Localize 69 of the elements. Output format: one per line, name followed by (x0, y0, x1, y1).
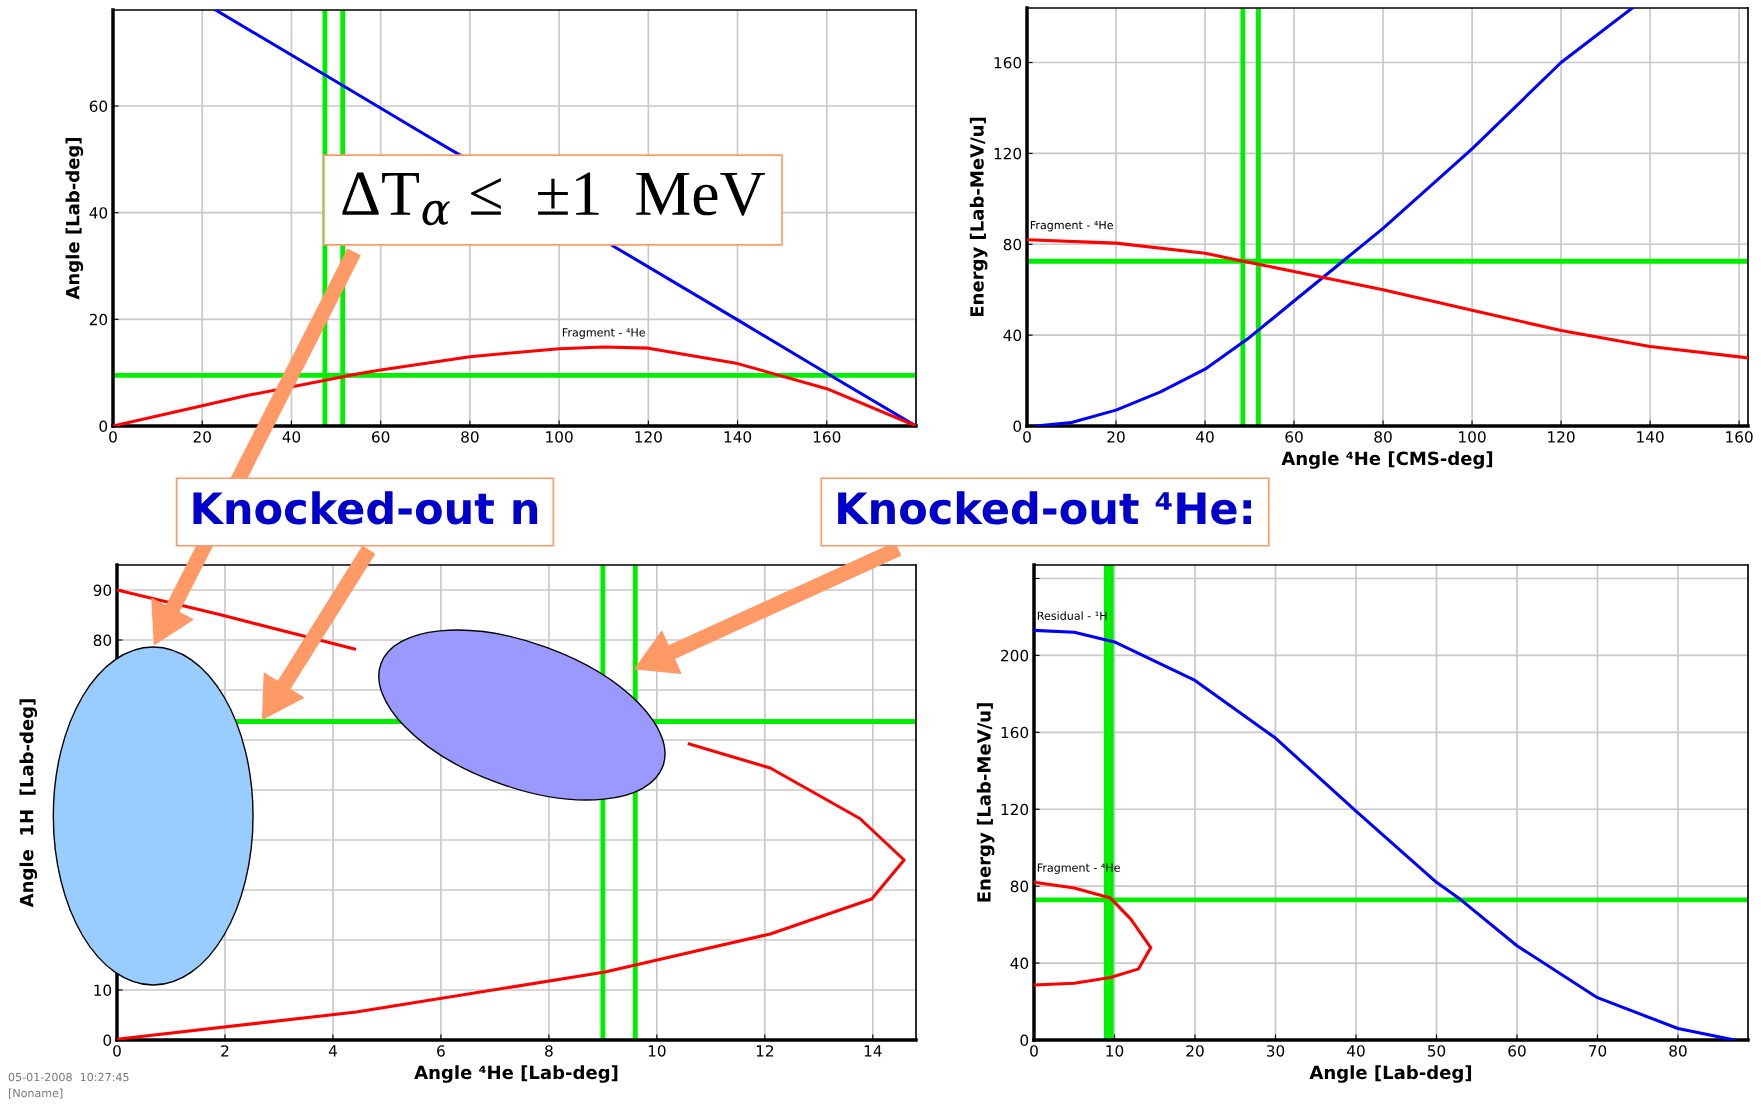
x-tick-label: 40 (1196, 431, 1214, 443)
x-axis-title: Angle ⁴He [Lab-deg] (414, 1065, 618, 1083)
x-tick-label: 20 (193, 431, 211, 443)
x-tick-label: 160 (813, 431, 841, 443)
x-tick-label: 14 (864, 1045, 882, 1057)
x-tick-label: 100 (1459, 431, 1486, 443)
line-series (1034, 880, 1153, 987)
y-tick-label: 160 (994, 56, 1022, 69)
x-tick-label: 2 (221, 1045, 229, 1057)
annotation: ΔT$_{α}$ ≤ ±1 MeV (342, 172, 765, 226)
text: Knocked-out n (193, 491, 538, 525)
y-axis-title: Energy [Lab-MeV/u] (976, 703, 995, 902)
y-axis-title: Angle [Lab-deg] (65, 137, 84, 300)
y-tick-label: 60 (89, 100, 108, 113)
y-tick-label: 0 (1020, 1034, 1029, 1047)
y-tick-label: 10 (94, 984, 112, 997)
x-tick-label: 70 (1589, 1045, 1607, 1057)
x-axis-title: Angle [Lab-deg] (1309, 1065, 1472, 1083)
x-tick-label: 140 (724, 431, 752, 443)
x-tick-label: 80 (1669, 1045, 1687, 1057)
y-tick-label: 0 (99, 420, 108, 433)
series-label: Fragment - ⁴He (562, 328, 646, 339)
x-tick-label: 80 (461, 431, 479, 443)
line-series (1027, 238, 1748, 360)
y-tick-label: 40 (1003, 329, 1022, 342)
x-tick-label: 30 (1266, 1045, 1285, 1057)
y-tick-label: 20 (89, 313, 108, 326)
line-series (1034, 628, 1736, 1040)
x-tick-label: 60 (1508, 1045, 1526, 1057)
y-axis-title: Angle 1H [Lab-deg] (19, 699, 38, 908)
x-tick-label: 50 (1427, 1045, 1446, 1057)
y-tick-label: 40 (89, 207, 108, 219)
x-tick-label: 120 (1548, 431, 1575, 443)
y-tick-label: 80 (93, 634, 112, 647)
x-tick-label: 120 (635, 431, 662, 443)
y-tick-label: 90 (93, 584, 112, 597)
x-tick-label: 40 (282, 431, 301, 443)
y-tick-label: 160 (1001, 726, 1029, 739)
x-tick-label: 60 (1285, 431, 1303, 443)
x-tick-label: 40 (1347, 1045, 1365, 1057)
x-axis-title: Angle ⁴He [CMS-deg] (1281, 451, 1493, 469)
y-tick-label: 80 (1010, 880, 1029, 893)
series-label: Fragment - ⁴He (1030, 220, 1113, 232)
x-tick-label: 6 (437, 1045, 445, 1057)
y-tick-label: 200 (1001, 649, 1029, 662)
y-tick-label: 120 (994, 147, 1022, 160)
text: 05-01-2008 10:27:45 (8, 1072, 129, 1082)
x-tick-label: 20 (1186, 1045, 1204, 1057)
x-tick-label: 20 (1107, 431, 1125, 443)
x-tick-label: 0 (113, 1045, 121, 1057)
x-tick-label: 8 (545, 1045, 553, 1057)
x-tick-label: 140 (1637, 431, 1664, 443)
y-tick-label: 0 (103, 1034, 112, 1047)
y-tick-label: 40 (1010, 957, 1029, 970)
text: [Noname] (8, 1088, 63, 1099)
x-tick-label: 10 (648, 1045, 666, 1057)
x-tick-label: 10 (1106, 1045, 1124, 1057)
x-tick-label: 160 (1726, 431, 1753, 443)
x-tick-label: 80 (1374, 431, 1392, 443)
y-tick-label: 120 (1001, 803, 1029, 816)
x-tick-label: 12 (756, 1045, 774, 1057)
x-tick-label: 0 (1030, 1045, 1038, 1057)
x-tick-label: 4 (328, 1045, 337, 1057)
y-axis-title: Energy [Lab-MeV/u] (969, 117, 988, 317)
text: Knocked-out ⁴He: (838, 491, 1252, 525)
y-tick-label: 80 (1003, 238, 1022, 251)
y-tick-label: 0 (1013, 420, 1022, 433)
x-tick-label: 100 (546, 431, 573, 443)
x-tick-label: 60 (372, 431, 390, 443)
